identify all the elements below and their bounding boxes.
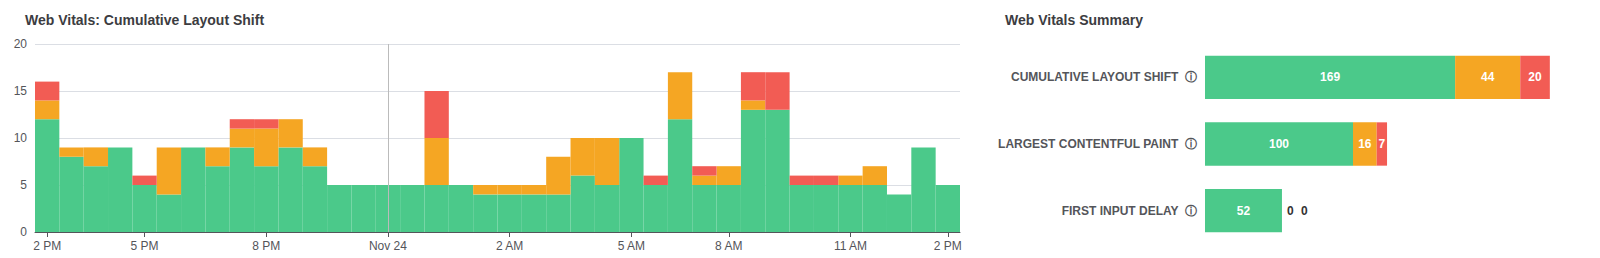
svg-text:5: 5 xyxy=(20,178,27,192)
svg-text:2 AM: 2 AM xyxy=(496,239,523,253)
svg-text:FIRST INPUT DELAY ⓘ: FIRST INPUT DELAY ⓘ xyxy=(1062,204,1197,218)
svg-text:5 AM: 5 AM xyxy=(618,239,645,253)
svg-text:8 PM: 8 PM xyxy=(252,239,280,253)
svg-text:5 PM: 5 PM xyxy=(131,239,159,253)
svg-text:15: 15 xyxy=(14,84,28,98)
svg-text:2 PM: 2 PM xyxy=(934,239,962,253)
svg-text:LARGEST CONTENTFUL PAINT ⓘ: LARGEST CONTENTFUL PAINT ⓘ xyxy=(998,137,1197,151)
svg-text:100: 100 xyxy=(1269,137,1289,151)
svg-text:8 AM: 8 AM xyxy=(715,239,742,253)
svg-text:0: 0 xyxy=(1287,204,1294,218)
svg-text:0: 0 xyxy=(1301,204,1308,218)
svg-text:20: 20 xyxy=(14,37,28,51)
svg-text:CUMULATIVE LAYOUT SHIFT ⓘ: CUMULATIVE LAYOUT SHIFT ⓘ xyxy=(1011,70,1197,84)
svg-text:20: 20 xyxy=(1528,70,1542,84)
svg-text:Web Vitals: Cumulative Layout: Web Vitals: Cumulative Layout Shift xyxy=(25,12,264,28)
svg-text:16: 16 xyxy=(1358,137,1372,151)
svg-text:Nov 24: Nov 24 xyxy=(369,239,407,253)
svg-text:44: 44 xyxy=(1481,70,1495,84)
svg-text:Web Vitals Summary: Web Vitals Summary xyxy=(1005,12,1143,28)
svg-text:52: 52 xyxy=(1237,204,1251,218)
svg-text:0: 0 xyxy=(20,225,27,239)
svg-text:2 PM: 2 PM xyxy=(33,239,61,253)
svg-text:169: 169 xyxy=(1320,70,1340,84)
svg-text:7: 7 xyxy=(1379,137,1386,151)
svg-text:10: 10 xyxy=(14,131,28,145)
svg-text:11 AM: 11 AM xyxy=(834,239,867,253)
